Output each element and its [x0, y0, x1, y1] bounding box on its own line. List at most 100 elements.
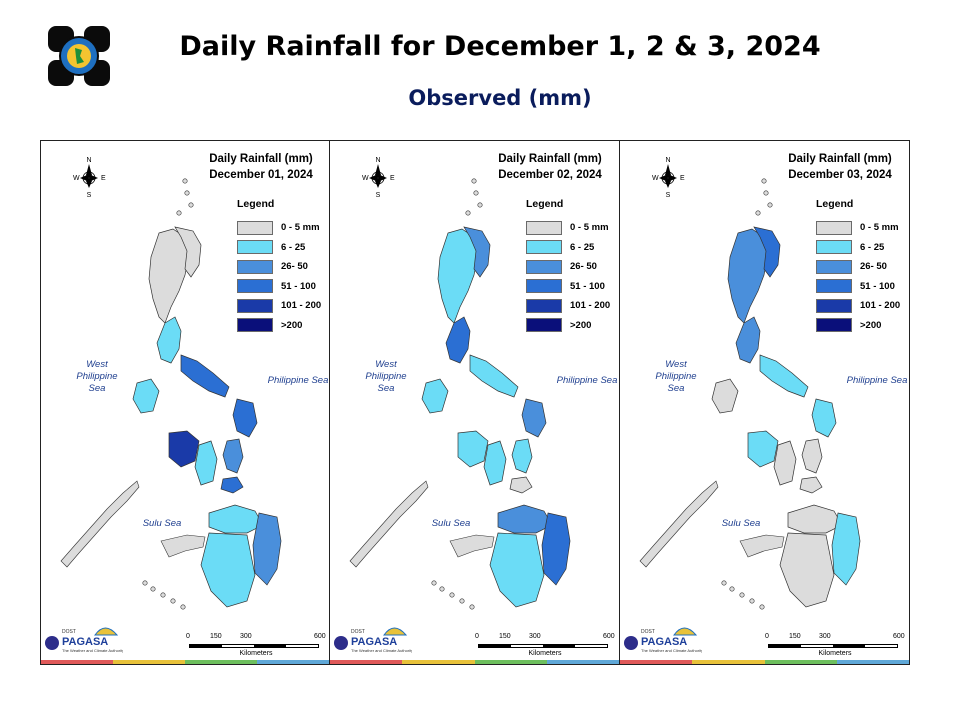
- compass-west-label: W: [73, 175, 80, 182]
- legend-item: 51 - 100: [237, 277, 321, 297]
- compass-rose-icon: N S W E: [360, 154, 396, 198]
- scale-tick-label: 0: [186, 633, 190, 640]
- compass-rose-icon: N S W E: [650, 154, 686, 198]
- palawan-landmass: [639, 480, 719, 568]
- small-island: [721, 580, 727, 586]
- small-island: [439, 586, 445, 592]
- legend-label: 6 - 25: [860, 241, 885, 253]
- region-cagayan-north: [463, 226, 491, 278]
- region-bohol: [799, 476, 823, 494]
- west-philippine-sea-label: West Philippine Sea: [76, 359, 118, 394]
- scale-bar: 0 150 300 600 Kilometers: [475, 633, 615, 659]
- small-island: [749, 598, 755, 604]
- small-island: [180, 604, 186, 610]
- rainfall-map-panel: N S W E Daily Rainfall (mm) December 02,…: [330, 140, 620, 665]
- region-leyte: [801, 438, 823, 474]
- legend-swatch: [526, 298, 562, 313]
- legend-item: 0 - 5 mm: [237, 218, 321, 238]
- legend-swatch: [816, 279, 852, 294]
- compass-east-label: E: [680, 175, 685, 182]
- region-north-luzon: [727, 228, 769, 324]
- philippines-rainfall-map: [349, 178, 571, 610]
- philippines-rainfall-map: [60, 178, 282, 610]
- small-island: [471, 178, 477, 184]
- footer-color-strip: [41, 660, 329, 664]
- region-mindoro: [421, 378, 449, 414]
- legend-label: 26- 50: [860, 261, 887, 273]
- sulu-sea-label: Sulu Sea: [721, 518, 761, 529]
- legend-swatch: [526, 220, 562, 235]
- compass-east-label: E: [101, 175, 106, 182]
- small-island: [739, 592, 745, 598]
- region-bicol: [759, 354, 809, 398]
- compass-east-label: E: [390, 175, 395, 182]
- scale-bar: 0 150 300 600 Kilometers: [765, 633, 905, 659]
- rainfall-map-panels: N S W E Daily Rainfall (mm) December 01,…: [40, 140, 910, 665]
- legend-item: 101 - 200: [526, 296, 610, 316]
- map-date: December 02, 2024: [498, 169, 602, 181]
- footer-agency-text: PAGASA: [62, 636, 108, 648]
- footer-color-strip: [620, 660, 909, 664]
- scale-tick-label: 600: [603, 633, 615, 640]
- legend-item: 26- 50: [237, 257, 321, 277]
- scale-bar-graphic: [768, 644, 898, 648]
- legend-label: >200: [570, 319, 592, 331]
- footer-dost-text: DOST: [351, 629, 365, 635]
- compass-south-label: S: [376, 192, 381, 198]
- legend-label: 6 - 25: [570, 241, 595, 253]
- legend-swatch: [816, 298, 852, 313]
- legend-swatch: [526, 318, 562, 333]
- legend-item: >200: [237, 316, 321, 336]
- sulu-sea-label: Sulu Sea: [142, 518, 182, 529]
- zamboanga-landmass: [449, 534, 495, 558]
- scale-tick-label: 150: [499, 633, 511, 640]
- scale-unit-label: Kilometers: [818, 650, 852, 657]
- region-panay: [168, 430, 200, 468]
- compass-rose-icon: N S W E: [71, 154, 107, 198]
- legend-item: 51 - 100: [816, 277, 900, 297]
- pagasa-seal-icon: [46, 24, 112, 88]
- legend-label: 26- 50: [570, 261, 597, 273]
- region-mindanao-east: [541, 512, 571, 586]
- compass-west-label: W: [362, 175, 369, 182]
- legend-item: >200: [526, 316, 610, 336]
- legend: Legend 0 - 5 mm 6 - 25 26- 50 51 - 100 101 - …: [526, 198, 610, 335]
- legend-swatch: [237, 318, 273, 333]
- scale-tick-label: 300: [819, 633, 831, 640]
- west-philippine-sea-label: West Philippine Sea: [655, 359, 697, 394]
- scale-tick-label: 0: [765, 633, 769, 640]
- small-island: [477, 202, 483, 208]
- compass-north-label: N: [665, 157, 670, 164]
- small-island: [150, 586, 156, 592]
- legend-item: >200: [816, 316, 900, 336]
- palawan-landmass: [60, 480, 140, 568]
- region-mindoro: [711, 378, 739, 414]
- philippine-sea-label: Philippine Sea: [556, 375, 618, 386]
- scale-bar: 0 150 300 600 Kilometers: [186, 633, 326, 659]
- legend-label: 101 - 200: [570, 300, 611, 312]
- legend-item: 6 - 25: [526, 238, 610, 258]
- region-bohol: [220, 476, 244, 494]
- legend-swatch: [816, 240, 852, 255]
- legend-label: >200: [860, 319, 882, 331]
- legend-item: 26- 50: [526, 257, 610, 277]
- region-bicol: [180, 354, 230, 398]
- small-island: [465, 210, 471, 216]
- small-island: [160, 592, 166, 598]
- legend-title: Legend: [526, 198, 564, 210]
- scale-unit-label: Kilometers: [239, 650, 273, 657]
- map-title-line1: Daily Rainfall (mm): [498, 153, 602, 165]
- legend-swatch: [237, 298, 273, 313]
- rainfall-map-panel: N S W E Daily Rainfall (mm) December 03,…: [620, 140, 910, 665]
- scale-tick-label: 150: [210, 633, 222, 640]
- small-island: [755, 210, 761, 216]
- scale-tick-label: 300: [240, 633, 252, 640]
- legend-item: 6 - 25: [237, 238, 321, 258]
- region-negros: [773, 440, 797, 486]
- small-island: [761, 178, 767, 184]
- zamboanga-landmass: [160, 534, 206, 558]
- scale-tick-label: 600: [314, 633, 326, 640]
- small-island: [431, 580, 437, 586]
- legend-swatch: [237, 279, 273, 294]
- pagasa-logo-icon: DOST PAGASA The Weather and Climate Author…: [43, 621, 123, 655]
